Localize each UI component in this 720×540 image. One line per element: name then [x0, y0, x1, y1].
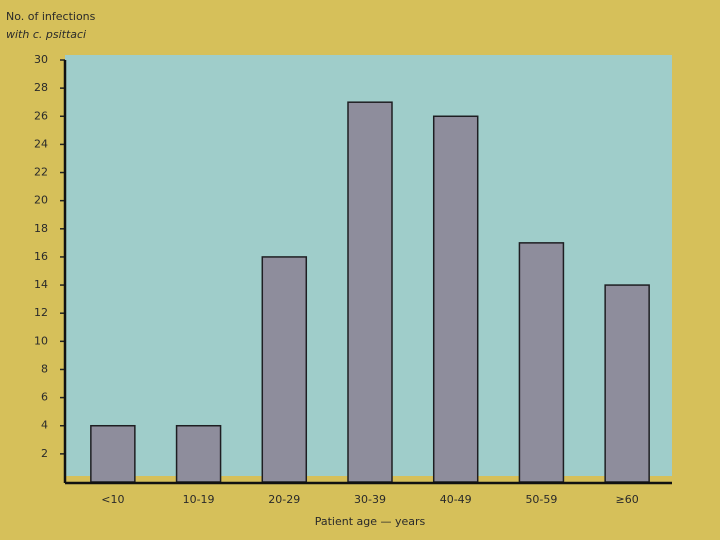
y-tick-label: 26: [34, 109, 48, 122]
y-tick-label: 8: [41, 362, 48, 375]
bar: [175, 424, 222, 483]
bar: [432, 115, 479, 483]
y-axis-label: No. of infections: [6, 10, 96, 23]
x-tick-label: 10-19: [183, 493, 215, 506]
y-tick-label: 18: [34, 222, 48, 235]
x-tick-label: ≥60: [616, 493, 639, 506]
x-axis-label: Patient age — years: [315, 515, 426, 528]
bar: [604, 284, 650, 483]
y-tick-label: 20: [34, 194, 48, 207]
x-tick-label: 30-39: [354, 493, 386, 506]
bar: [90, 424, 136, 483]
y-tick-label: 2: [41, 447, 48, 460]
y-tick-label: 24: [34, 137, 48, 150]
x-tick-label: <10: [101, 493, 124, 506]
bar: [261, 256, 308, 483]
y-tick-label: 6: [41, 391, 48, 404]
y-tick-label: 10: [34, 334, 48, 347]
y-tick-label: 22: [34, 166, 48, 179]
x-tick-label: 20-29: [268, 493, 300, 506]
bar: [347, 101, 393, 483]
x-tick-label: 50-59: [525, 493, 557, 506]
bar: [518, 242, 565, 483]
y-tick-label: 28: [34, 81, 48, 94]
y-tick-label: 30: [34, 53, 48, 66]
y-tick-label: 4: [41, 419, 48, 432]
y-axis-label: with c. psittaci: [6, 28, 86, 41]
y-tick-label: 16: [34, 250, 48, 263]
y-tick-label: 12: [34, 306, 48, 319]
x-tick-label: 40-49: [440, 493, 472, 506]
y-tick-label: 14: [34, 278, 48, 291]
